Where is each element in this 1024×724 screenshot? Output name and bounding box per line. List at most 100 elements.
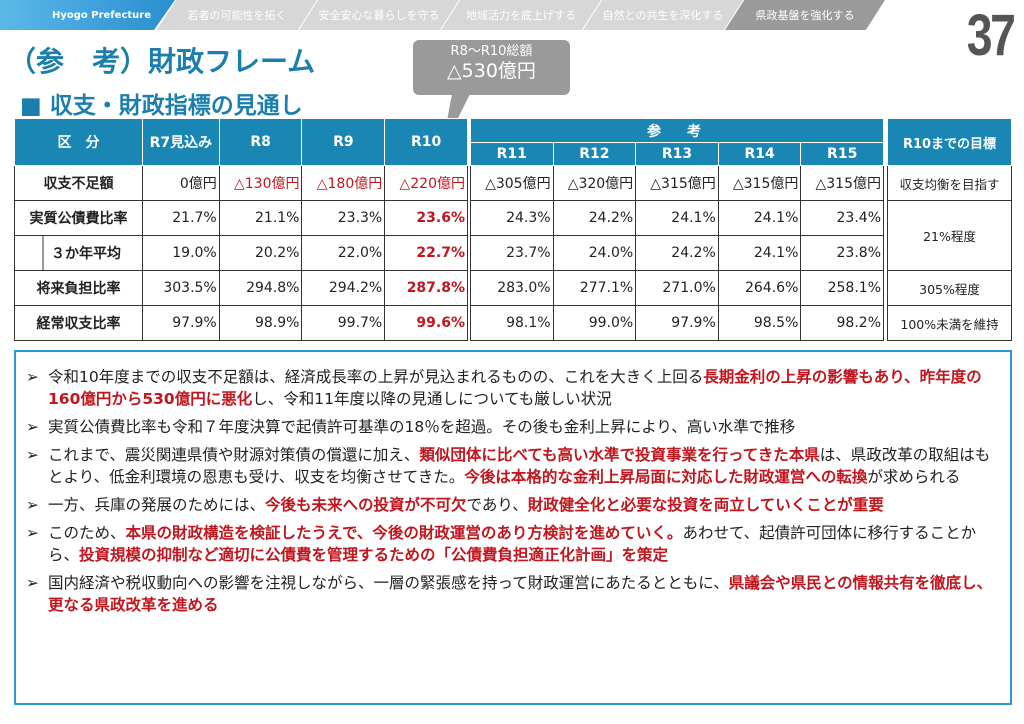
page-number: 37 — [967, 3, 1016, 68]
header-year: R11 — [470, 142, 554, 166]
nav-tab[interactable]: 若者の可能性を拓く — [157, 0, 317, 30]
header-year: R10 — [384, 118, 468, 166]
nav-tab[interactable]: 安全安心な暮らしを守る — [299, 0, 459, 30]
note-segment: 令和10年度までの収支不足額は、経済成長率の上昇が見込まれるものの、これを大きく… — [48, 368, 704, 386]
highlight-text: 今後も未来への投資が不可欠 — [265, 496, 467, 514]
note-segment: 実質公債費比率も令和７年度決算で起債許可基準の18％を超過。その後も金利上昇によ… — [48, 418, 796, 436]
goal-cell: 100%未満を維持 — [887, 305, 1012, 341]
table-row: 100%未満を維持 — [887, 305, 1012, 341]
value-cell: 19.0% — [142, 235, 220, 271]
highlight-text: 投資規模の抑制など適切に公債費を管理するための「公債費負担適正化計画」を策定 — [79, 546, 669, 564]
notes-box: ➢ 令和10年度までの収支不足額は、経済成長率の上昇が見込まれるものの、これを大き… — [14, 350, 1012, 705]
value-cell: 98.5% — [717, 305, 802, 341]
row-label: 経常収支比率 — [14, 305, 143, 341]
table-row: 21%程度 — [887, 200, 1012, 271]
arrow-bullet-icon: ➢ — [26, 418, 39, 436]
note-segment: し、令和11年度以降の見通しについても厳しい状況 — [252, 390, 612, 408]
value-cell: 24.2% — [635, 235, 719, 271]
note-bullet: ➢ これまで、震災関連県債や財源対策債の償還に加え、類似団体に比べても高い水準で投… — [26, 444, 1002, 488]
highlight-text: 今後は本格的な金利上昇局面に対応した財政運営への転換 — [464, 468, 868, 486]
header-year: R12 — [552, 142, 637, 166]
value-cell: 271.0% — [635, 270, 719, 306]
header-row: 区 分 R7見込み R8 R9 R10 — [14, 118, 468, 166]
nav-tab[interactable]: 県政基盤を強化する — [725, 0, 885, 30]
header-year: R9 — [301, 118, 386, 166]
row-label: 実質公債費比率 — [14, 200, 143, 236]
table-row: ３か年平均 19.0% 20.2% 22.0% 22.7% — [14, 235, 468, 271]
note-segment: あわせて、起債許可団体に移行することから、 — [48, 524, 977, 564]
reference-table: 参 考 R11 R12 R13 R14 R15 △305億円 △320億円 △315億円 △315… — [470, 118, 884, 341]
table-row: 23.7% 24.0% 24.2% 24.1% 23.8% — [470, 235, 884, 271]
row-label: 収支不足額 — [14, 165, 143, 201]
note-text: 一方、兵庫の発展のためには、今後も未来への投資が不可欠であり、財政健全化と必要な… — [48, 494, 884, 516]
arrow-bullet-icon: ➢ — [26, 524, 39, 542]
goal-table: R10までの目標 収支均衡を目指す 21%程度 305%程度 100%未満を維持 — [887, 118, 1012, 341]
highlight-text: 本県の財政構造を検証したうえで、今後の財政運営のあり方検討を進めていく。 — [125, 524, 683, 542]
value-cell: 24.3% — [470, 200, 554, 236]
value-cell: △305億円 — [470, 165, 554, 201]
value-cell: 23.8% — [800, 235, 884, 271]
goal-cell: 305%程度 — [887, 270, 1012, 306]
brand-label: Hyogo Prefecture — [0, 0, 175, 30]
header-row: R10までの目標 — [887, 118, 1012, 166]
table-row: 将来負担比率 303.5% 294.8% 294.2% 287.8% — [14, 270, 468, 306]
note-bullet: ➢ このため、本県の財政構造を検証したうえで、今後の財政運営のあり方検討を進めてい… — [26, 522, 1002, 566]
value-cell: 21.7% — [142, 200, 220, 236]
value-cell: △220億円 — [384, 165, 468, 201]
value-cell: 97.9% — [142, 305, 220, 341]
value-cell: 99.6% — [384, 305, 468, 341]
value-cell: 264.6% — [717, 270, 802, 306]
value-cell: △315億円 — [717, 165, 802, 201]
arrow-bullet-icon: ➢ — [26, 446, 39, 464]
note-text: 実質公債費比率も令和７年度決算で起債許可基準の18％を超過。その後も金利上昇によ… — [48, 416, 795, 438]
value-cell: 99.0% — [552, 305, 637, 341]
value-cell: 20.2% — [218, 235, 303, 271]
value-cell: 283.0% — [470, 270, 554, 306]
highlight-text: 財政健全化と必要な投資を両立していくことが重要 — [527, 496, 884, 514]
highlight-text: 県議会や県民との情報共有を徹底し、更なる県政改革を進める — [48, 574, 993, 614]
value-cell: 97.9% — [635, 305, 719, 341]
value-cell: 98.2% — [800, 305, 884, 341]
header-category: 区 分 — [14, 118, 143, 166]
table-row: 収支不足額 0億円 △130億円 △180億円 △220億円 — [14, 165, 468, 201]
note-bullet: ➢ 令和10年度までの収支不足額は、経済成長率の上昇が見込まれるものの、これを大き… — [26, 366, 1002, 410]
table-row: 283.0% 277.1% 271.0% 264.6% 258.1% — [470, 270, 884, 306]
arrow-bullet-icon: ➢ — [26, 368, 39, 386]
header-reference: 参 考 — [470, 118, 884, 143]
value-cell: 0億円 — [142, 165, 220, 201]
value-cell: 294.8% — [218, 270, 303, 306]
table-row: 実質公債費比率 21.7% 21.1% 23.3% 23.6% — [14, 200, 468, 236]
note-text: このため、本県の財政構造を検証したうえで、今後の財政運営のあり方検討を進めていく… — [48, 522, 1002, 566]
value-cell: 277.1% — [552, 270, 637, 306]
value-cell: 24.1% — [635, 200, 719, 236]
table-row: 収支均衡を目指す — [887, 165, 1012, 201]
note-bullet: ➢ 国内経済や税収動向への影響を注視しながら、一層の緊張感を持って財政運営にあたる… — [26, 572, 1002, 616]
callout-line2: △530億円 — [447, 60, 536, 82]
value-cell: 21.1% — [218, 200, 303, 236]
value-cell: 287.8% — [384, 270, 468, 306]
value-cell: 23.7% — [470, 235, 554, 271]
row-label: ３か年平均 — [14, 235, 143, 271]
note-bullet: ➢ 一方、兵庫の発展のためには、今後も未来への投資が不可欠であり、財政健全化と必要… — [26, 494, 1002, 516]
value-cell: 303.5% — [142, 270, 220, 306]
note-text: これまで、震災関連県債や財源対策債の償還に加え、類似団体に比べても高い水準で投資… — [48, 444, 1002, 488]
note-segment: であり、 — [466, 496, 528, 514]
note-text: 国内経済や税収動向への影響を注視しながら、一層の緊張感を持って財政運営にあたると… — [48, 572, 1002, 616]
value-cell: 23.3% — [301, 200, 386, 236]
note-text: 令和10年度までの収支不足額は、経済成長率の上昇が見込まれるものの、これを大きく… — [48, 366, 1002, 410]
value-cell: 22.7% — [384, 235, 468, 271]
value-cell: 258.1% — [800, 270, 884, 306]
nav-tab[interactable]: 自然との共生を深化する — [583, 0, 743, 30]
note-segment: これまで、震災関連県債や財源対策債の償還に加え、 — [48, 446, 420, 464]
value-cell: 23.6% — [384, 200, 468, 236]
note-bullet: ➢ 実質公債費比率も令和７年度決算で起債許可基準の18％を超過。その後も金利上昇に… — [26, 416, 1002, 438]
header-year: R15 — [800, 142, 884, 166]
note-segment: 国内経済や税収動向への影響を注視しながら、一層の緊張感を持って財政運営にあたると… — [48, 574, 729, 592]
highlight-text: 類似団体に比べても高い水準で投資事業を行ってきた本県 — [419, 446, 820, 464]
table-row: 98.1% 99.0% 97.9% 98.5% 98.2% — [470, 305, 884, 341]
nav-tab[interactable]: 地域活力を底上げする — [441, 0, 601, 30]
value-cell: △320億円 — [552, 165, 637, 201]
table-row: 24.3% 24.2% 24.1% 24.1% 23.4% — [470, 200, 884, 236]
table-row: △305億円 △320億円 △315億円 △315億円 △315億円 — [470, 165, 884, 201]
note-segment: 一方、兵庫の発展のためには、 — [48, 496, 266, 514]
